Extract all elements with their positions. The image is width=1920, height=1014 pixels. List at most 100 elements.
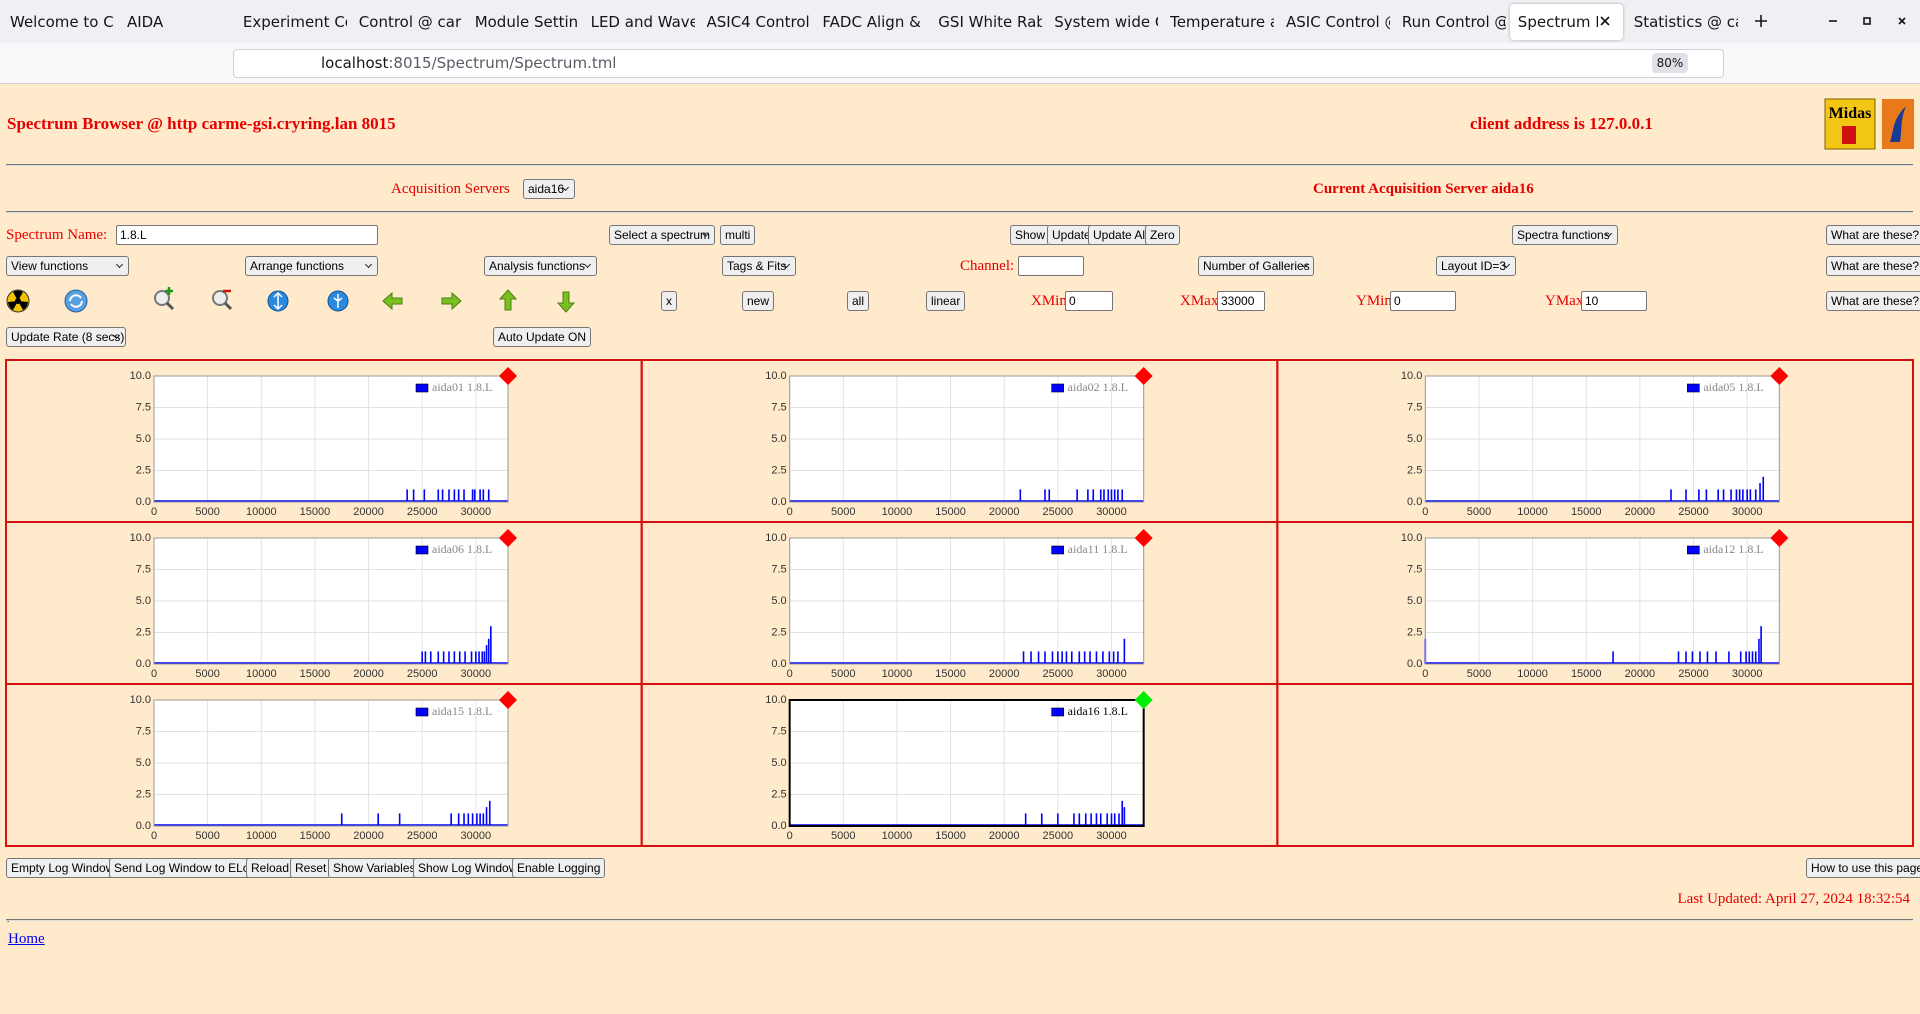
dropdown[interactable]: Update Rate (8 secs): [6, 327, 126, 347]
dropdown[interactable]: Layout ID=3: [1436, 256, 1516, 276]
zoom-badge[interactable]: 80%: [1652, 53, 1688, 73]
plot-frame: [153, 375, 509, 503]
button[interactable]: Auto Update ON: [493, 327, 592, 347]
button[interactable]: Show Log Window: [413, 858, 523, 878]
grid-cell: [1276, 521, 1915, 685]
zoom-out-icon[interactable]: [212, 289, 233, 311]
dropdown[interactable]: View functions: [6, 256, 129, 276]
text-input[interactable]: 0: [1065, 291, 1113, 311]
button[interactable]: What are these?: [1826, 291, 1920, 311]
browser-tab[interactable]: GSI White Rab: [938, 13, 1043, 31]
grid-cell: [640, 521, 1279, 685]
x-tick-label: 25000: [1043, 668, 1074, 680]
left-arrow-icon[interactable]: [382, 291, 403, 311]
separator: [6, 164, 1913, 166]
button[interactable]: What are these?: [1826, 225, 1920, 245]
radiation-icon[interactable]: [6, 289, 30, 313]
button[interactable]: Send Log Window to ELog: [109, 858, 262, 878]
y-tick-label: 0.0: [136, 496, 151, 508]
y-tick-label: 7.5: [136, 401, 151, 413]
dropdown[interactable]: aida16: [523, 179, 575, 199]
legend-swatch: [1051, 383, 1064, 393]
expand-y-icon[interactable]: [267, 290, 289, 312]
close-tab-button[interactable]: [1600, 16, 1610, 26]
x-tick-label: 10000: [882, 668, 913, 680]
heading: client address is 127.0.0.1: [1470, 114, 1653, 133]
browser-tab[interactable]: Experiment Co: [242, 13, 347, 31]
button[interactable]: Zero: [1145, 225, 1180, 245]
browser-tab[interactable]: System wide C: [1054, 13, 1159, 31]
y-tick-label: 2.5: [136, 464, 151, 476]
text-input[interactable]: 1.8.L: [116, 225, 378, 245]
button[interactable]: Update: [1047, 225, 1096, 245]
y-tick-label: 7.5: [771, 563, 786, 575]
refresh-icon[interactable]: [64, 289, 88, 313]
new-tab-button[interactable]: [1755, 15, 1767, 27]
y-tick-label: 2.5: [136, 626, 151, 638]
shrink-y-icon[interactable]: [327, 290, 349, 312]
text-input[interactable]: 10: [1581, 291, 1647, 311]
browser-tab[interactable]: Welcome to C: [10, 13, 114, 31]
zoom-in-icon[interactable]: [154, 287, 175, 311]
dropdown[interactable]: Select a spectrum: [609, 225, 715, 245]
browser-tab[interactable]: AIDA: [127, 13, 164, 31]
x-tick-label: 25000: [1678, 668, 1709, 680]
channel-input[interactable]: [1018, 256, 1084, 276]
button[interactable]: Reload: [246, 858, 295, 878]
x-tick-label: 20000: [1625, 506, 1656, 518]
browser-tab[interactable]: Temperature a: [1170, 13, 1275, 31]
y-tick-label: 7.5: [1407, 563, 1422, 575]
browser-tab[interactable]: ASIC Control @: [1286, 13, 1390, 31]
y-tick-label: 5.0: [1407, 595, 1422, 607]
button[interactable]: Show: [1010, 225, 1051, 245]
button[interactable]: multi: [720, 225, 756, 245]
maximize-button[interactable]: [1863, 17, 1871, 25]
dropdown[interactable]: Arrange functions: [245, 256, 378, 276]
dropdown[interactable]: Spectra functions: [1512, 225, 1618, 245]
button[interactable]: Reset: [290, 858, 332, 878]
up-arrow-icon[interactable]: [498, 289, 518, 311]
url-field[interactable]: [233, 49, 1724, 78]
down-arrow-icon[interactable]: [556, 291, 576, 313]
button[interactable]: x: [661, 291, 677, 311]
spectrum-chart: 0 5000 10000 15000 20000 25000 30000 0.0 2.5 5.0 7…: [765, 529, 1153, 680]
x-tick-label: 10000: [882, 506, 913, 518]
browser-tab[interactable]: Spectrum Br: [1517, 13, 1598, 31]
legend-swatch: [1687, 545, 1700, 555]
plot-area: [789, 538, 1144, 664]
spectrum-chart: 0 5000 10000 15000 20000 25000 30000 0.0 2.5 5.0 7…: [130, 691, 517, 842]
x-tick-label: 10000: [1517, 668, 1548, 680]
dropdown[interactable]: Number of Galleries: [1198, 256, 1314, 276]
text-input[interactable]: 0: [1390, 291, 1456, 311]
dropdown[interactable]: Tags & Fits: [722, 256, 796, 276]
browser-tab[interactable]: Statistics @ ca: [1633, 13, 1738, 31]
y-tick-label: 2.5: [136, 788, 151, 800]
browser-tab[interactable]: Control @ car: [358, 13, 462, 31]
browser-tab[interactable]: ASIC4 Control: [706, 13, 810, 31]
button[interactable]: Show Variables: [328, 858, 421, 878]
right-arrow-icon[interactable]: [441, 291, 462, 311]
y-tick-label: 7.5: [136, 563, 151, 575]
plot-area: [1425, 376, 1780, 502]
button[interactable]: Update All: [1088, 225, 1153, 245]
browser-tab[interactable]: Module Setting: [474, 13, 579, 31]
button[interactable]: linear: [926, 291, 966, 311]
link[interactable]: Home: [8, 931, 45, 947]
button[interactable]: What are these?: [1826, 256, 1920, 276]
text-input[interactable]: 33000: [1217, 291, 1265, 311]
button[interactable]: Enable Logging: [512, 858, 606, 878]
button[interactable]: How to use this page: [1806, 858, 1920, 878]
x-tick-label: 30000: [461, 668, 492, 680]
button[interactable]: new: [742, 291, 775, 311]
button[interactable]: all: [847, 291, 870, 311]
browser-tab[interactable]: LED and Wave: [590, 13, 695, 31]
x-tick-label: 10000: [246, 506, 277, 518]
legend-swatch: [1687, 383, 1700, 393]
logos: Midas: [1824, 98, 1914, 150]
browser-tab[interactable]: Run Control @: [1401, 13, 1506, 31]
dropdown[interactable]: Analysis functions: [484, 256, 597, 276]
close-window-button[interactable]: [1898, 17, 1906, 25]
browser-tab[interactable]: FADC Align &: [822, 13, 921, 31]
button[interactable]: Empty Log Window: [6, 858, 120, 878]
